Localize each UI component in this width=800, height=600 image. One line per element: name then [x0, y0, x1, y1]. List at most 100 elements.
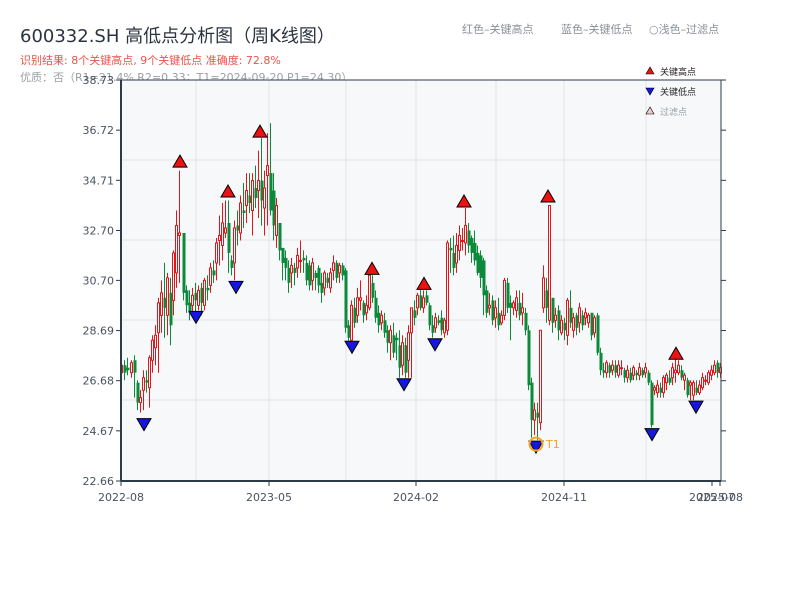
candle — [263, 170, 266, 236]
candle-body-up — [626, 369, 629, 379]
candle — [329, 267, 332, 293]
candle — [413, 300, 417, 326]
key-high-marker-icon — [252, 124, 268, 138]
candle — [296, 247, 299, 278]
candle-body-down — [335, 262, 339, 278]
candle — [665, 372, 668, 391]
candle — [425, 290, 429, 306]
candle — [689, 380, 692, 401]
candle-body-up — [245, 190, 248, 207]
candle-body-down — [509, 302, 513, 308]
legend-label: 过滤点 — [660, 106, 687, 118]
candle — [215, 237, 218, 281]
candle-body-up — [644, 367, 647, 374]
candle-body-up — [461, 239, 464, 242]
candle-body-up — [160, 292, 163, 316]
candle-body-up — [389, 329, 392, 344]
candle-body-down — [326, 277, 330, 283]
candle-body-down — [314, 272, 318, 278]
candle-body-down — [185, 290, 189, 306]
candle-body-up — [464, 224, 467, 244]
candle-body-up — [677, 364, 680, 374]
candle-body-down — [623, 370, 627, 378]
candle-body-up — [515, 297, 518, 311]
candle-body-up — [368, 274, 371, 309]
candle — [572, 312, 575, 338]
candle — [347, 320, 351, 343]
y-tick-label: 22.66 — [83, 475, 115, 488]
candle-body-up — [656, 384, 659, 394]
candle — [644, 362, 647, 378]
candle — [233, 220, 236, 281]
candle — [251, 173, 254, 236]
candle — [557, 305, 561, 341]
candle-body-down — [506, 282, 510, 308]
candle-body-down — [467, 230, 471, 246]
candle-body-down — [230, 260, 234, 268]
candle-body-up — [329, 272, 332, 289]
candle-body-up — [422, 297, 425, 309]
candle-body-down — [545, 290, 549, 308]
candle — [266, 133, 269, 226]
legend-light-filtered: ○浅色–过滤点 — [649, 23, 720, 36]
candle — [326, 272, 330, 288]
candle — [139, 390, 142, 413]
candle-body-down — [569, 307, 573, 323]
candle — [419, 287, 423, 311]
candle — [620, 360, 623, 376]
candle — [533, 402, 536, 436]
candle — [197, 285, 200, 311]
candle — [650, 380, 654, 428]
candle — [377, 305, 381, 333]
candle-body-up — [662, 377, 665, 394]
candle-body-up — [617, 364, 620, 376]
axes: 22.66 24.67 26.68 28.69 30.70 32.70 34.71 36.72… — [83, 74, 743, 504]
candle-body-up — [296, 254, 299, 269]
candle-body-down — [133, 360, 137, 373]
x-tick-label: 2024-02 — [393, 491, 439, 504]
candle-body-up — [689, 382, 692, 386]
candle — [455, 232, 458, 273]
candle — [671, 362, 674, 386]
candle-body-down — [599, 352, 603, 371]
candle — [287, 260, 291, 293]
candle — [311, 257, 314, 291]
candle-body-down — [659, 387, 663, 393]
legend-high-icon — [645, 66, 655, 75]
candle-body-down — [641, 370, 645, 376]
candle — [175, 210, 178, 288]
candle-body-up — [130, 362, 133, 374]
candle-body-up — [548, 205, 551, 321]
candle — [359, 280, 362, 311]
candle — [166, 272, 169, 336]
candle-body-down — [629, 372, 633, 381]
candle-body-down — [188, 302, 192, 313]
legend-filtered-icon — [645, 106, 655, 115]
candle-body-up — [707, 372, 710, 384]
candle-body-down — [518, 302, 522, 316]
t1-label: T1 — [545, 438, 560, 451]
candle-body-down — [293, 267, 297, 273]
candle-body-up — [446, 242, 449, 331]
candle — [133, 355, 137, 398]
candle — [617, 360, 620, 378]
key-high-marker-icon — [668, 346, 684, 360]
candle-body-down — [248, 195, 252, 204]
candle-body-up — [359, 297, 362, 301]
candle-body-up — [620, 367, 623, 370]
candle — [123, 360, 127, 381]
candle-body-down — [635, 372, 639, 376]
key-low-marker-icon — [188, 310, 204, 325]
candle-body-up — [539, 329, 542, 424]
candle — [383, 312, 387, 338]
candle — [178, 170, 181, 283]
candle-body-down — [527, 330, 531, 386]
candle — [473, 230, 477, 266]
candle — [368, 274, 371, 311]
x-tick-label: 2024-11 — [541, 491, 587, 504]
candle-body-up — [593, 317, 596, 334]
candle — [428, 302, 432, 331]
x-tick-label: 2022-08 — [98, 491, 144, 504]
candle-body-up — [290, 264, 293, 274]
